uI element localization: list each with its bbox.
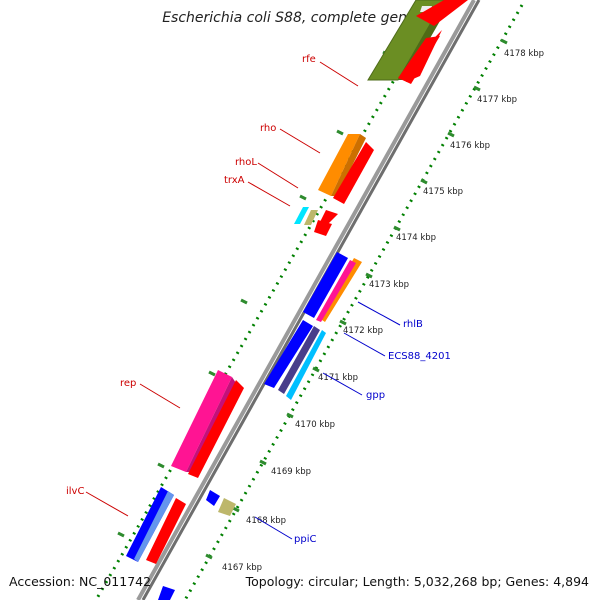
- label-rfe[interactable]: rfe: [302, 54, 316, 65]
- gene-rep-side: [186, 377, 236, 472]
- gene-labels-blue: rhlB ECS88_4201 gpp ppiC: [254, 301, 451, 545]
- label-ilvc[interactable]: ilvC: [66, 486, 84, 497]
- tick-4177: 4177 kbp: [477, 95, 517, 105]
- gene-blue-small[interactable]: [206, 490, 220, 506]
- tick-4168: 4168 kbp: [246, 516, 286, 526]
- red-feature-track: [146, 0, 468, 564]
- gene-rho-side: [331, 134, 366, 196]
- gene-rho[interactable]: [318, 134, 360, 196]
- label-ecs88-4201[interactable]: ECS88_4201: [388, 351, 451, 362]
- gene-rhlb-pink: [316, 260, 356, 322]
- tick-4175: 4175 kbp: [423, 187, 463, 197]
- gene-fragment-blue[interactable]: [158, 586, 175, 600]
- tick-4171: 4171 kbp: [318, 373, 358, 383]
- gene-labels-red: rfe rho rhoL trxA rep ilvC: [66, 54, 359, 517]
- inner-ring-dashes: [205, 38, 508, 560]
- gene-blue-lower[interactable]: [264, 320, 313, 388]
- label-gpp[interactable]: gpp: [366, 390, 385, 401]
- outer-ring-dashes: [117, 50, 390, 538]
- gene-rep[interactable]: [171, 370, 232, 472]
- label-rep[interactable]: rep: [120, 378, 136, 389]
- tick-4169: 4169 kbp: [271, 467, 311, 477]
- label-rho[interactable]: rho: [260, 123, 276, 134]
- outer-dotted-ring: [94, 4, 439, 600]
- gene-trxa-olive[interactable]: [304, 210, 318, 225]
- tick-4178: 4178 kbp: [504, 49, 544, 59]
- accession-text: Accession: NC_011742: [9, 574, 151, 589]
- gene-blue-upper[interactable]: [303, 252, 348, 318]
- tick-4167: 4167 kbp: [222, 563, 262, 573]
- gene-ilvc-light: [134, 491, 174, 562]
- tick-4176: 4176 kbp: [450, 141, 490, 151]
- label-rhol[interactable]: rhoL: [235, 157, 257, 168]
- tick-4170: 4170 kbp: [295, 420, 335, 430]
- label-trxa[interactable]: trxA: [224, 175, 245, 186]
- gene-gpp[interactable]: [286, 330, 326, 400]
- backbone-outer: [136, 0, 476, 600]
- map-title: Escherichia coli S88, complete genome: [162, 10, 438, 26]
- gene-trxa-cyan[interactable]: [294, 207, 309, 224]
- gene-ppic[interactable]: [218, 498, 236, 516]
- genome-summary-text: Topology: circular; Length: 5,032,268 bp…: [245, 574, 589, 589]
- tick-4174: 4174 kbp: [396, 233, 436, 243]
- kbp-tick-labels: 4178 kbp 4177 kbp 4176 kbp 4175 kbp 4174…: [222, 49, 544, 573]
- gene-purple[interactable]: [278, 326, 320, 394]
- inner-dotted-ring: [183, 4, 524, 600]
- tick-4173: 4173 kbp: [369, 280, 409, 290]
- label-rhlb[interactable]: rhlB: [403, 319, 423, 330]
- label-ppic[interactable]: ppiC: [294, 534, 316, 545]
- tick-4172: 4172 kbp: [343, 326, 383, 336]
